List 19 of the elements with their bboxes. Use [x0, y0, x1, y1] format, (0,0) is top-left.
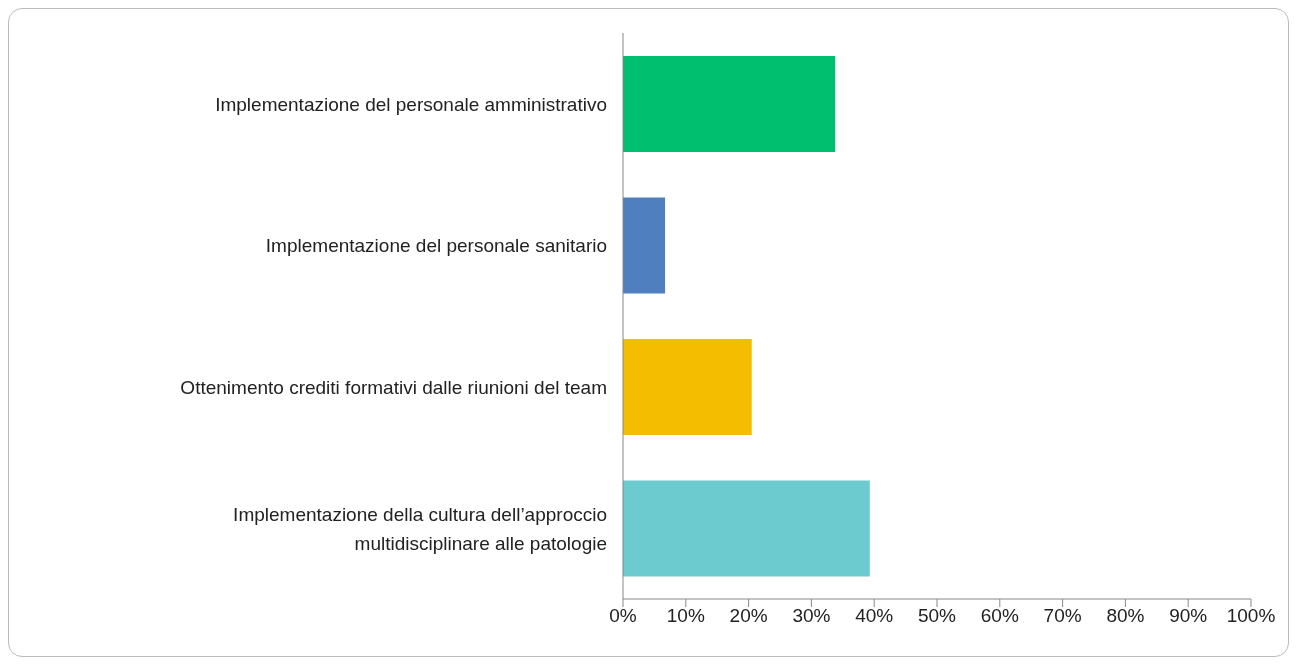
bar [623, 197, 666, 294]
y-tick-label: Implementazione della cultura dell’approccio multidisciplinare alle patologie [233, 503, 607, 554]
x-tick-label: 30% [792, 605, 831, 627]
bar [623, 339, 752, 435]
x-tick-label: 0% [609, 605, 637, 627]
x-tick-label: 10% [666, 605, 705, 627]
x-tick-label: 70% [1043, 605, 1082, 627]
y-tick-label: Implementazione del personale amministrativo [215, 93, 607, 115]
bar [623, 480, 870, 577]
x-tick-label: 40% [855, 605, 894, 627]
y-tick-label: Implementazione del personale sanitario [265, 234, 607, 256]
bar [623, 56, 836, 152]
y-tick-label: Ottenimento crediti formativi dalle riunioni del team [180, 376, 607, 398]
x-tick-label: 80% [1106, 605, 1145, 627]
x-tick-label: 50% [917, 605, 957, 627]
x-tick-label: 20% [729, 605, 768, 627]
x-tick-label: 90% [1169, 605, 1208, 627]
x-tick-label: 60% [980, 605, 1019, 627]
x-tick-label: 100% [1226, 605, 1276, 627]
